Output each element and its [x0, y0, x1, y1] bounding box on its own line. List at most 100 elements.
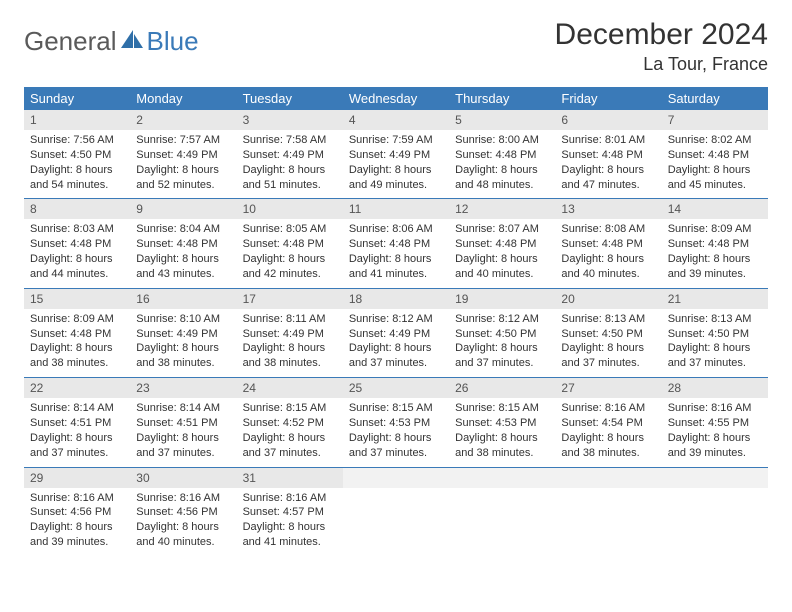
logo: General Blue	[24, 26, 199, 57]
daylight-line: Daylight: 8 hours and 37 minutes.	[668, 341, 762, 371]
sunrise-line: Sunrise: 8:15 AM	[455, 401, 549, 416]
day-details: Sunrise: 8:16 AMSunset: 4:56 PMDaylight:…	[24, 488, 130, 556]
daylight-line: Daylight: 8 hours and 38 minutes.	[136, 341, 230, 371]
day-details: Sunrise: 8:05 AMSunset: 4:48 PMDaylight:…	[237, 219, 343, 287]
sunset-line: Sunset: 4:48 PM	[30, 237, 124, 252]
day-number: 5	[449, 110, 555, 130]
calendar-day-cell: 12Sunrise: 8:07 AMSunset: 4:48 PMDayligh…	[449, 199, 555, 288]
sunset-line: Sunset: 4:49 PM	[349, 148, 443, 163]
daylight-line: Daylight: 8 hours and 54 minutes.	[30, 163, 124, 193]
calendar-day-cell	[343, 467, 449, 556]
sunset-line: Sunset: 4:48 PM	[668, 148, 762, 163]
sunrise-line: Sunrise: 8:16 AM	[243, 491, 337, 506]
calendar-day-cell: 14Sunrise: 8:09 AMSunset: 4:48 PMDayligh…	[662, 199, 768, 288]
weekday-header: Wednesday	[343, 87, 449, 110]
day-number: 29	[24, 468, 130, 488]
sunrise-line: Sunrise: 8:04 AM	[136, 222, 230, 237]
sunset-line: Sunset: 4:48 PM	[668, 237, 762, 252]
calendar-day-cell: 28Sunrise: 8:16 AMSunset: 4:55 PMDayligh…	[662, 378, 768, 467]
day-number: 22	[24, 378, 130, 398]
day-number-empty	[343, 468, 449, 488]
sunset-line: Sunset: 4:53 PM	[455, 416, 549, 431]
calendar-day-cell: 8Sunrise: 8:03 AMSunset: 4:48 PMDaylight…	[24, 199, 130, 288]
day-number: 17	[237, 289, 343, 309]
sunrise-line: Sunrise: 8:02 AM	[668, 133, 762, 148]
day-number: 31	[237, 468, 343, 488]
calendar-day-cell: 19Sunrise: 8:12 AMSunset: 4:50 PMDayligh…	[449, 288, 555, 377]
day-details: Sunrise: 7:56 AMSunset: 4:50 PMDaylight:…	[24, 130, 130, 198]
location-text: La Tour, France	[555, 54, 768, 75]
sunrise-line: Sunrise: 8:00 AM	[455, 133, 549, 148]
day-details: Sunrise: 8:14 AMSunset: 4:51 PMDaylight:…	[130, 398, 236, 466]
day-number: 18	[343, 289, 449, 309]
sunrise-line: Sunrise: 8:14 AM	[136, 401, 230, 416]
sunrise-line: Sunrise: 8:16 AM	[136, 491, 230, 506]
calendar-day-cell: 7Sunrise: 8:02 AMSunset: 4:48 PMDaylight…	[662, 110, 768, 199]
day-details: Sunrise: 8:06 AMSunset: 4:48 PMDaylight:…	[343, 219, 449, 287]
daylight-line: Daylight: 8 hours and 38 minutes.	[561, 431, 655, 461]
daylight-line: Daylight: 8 hours and 39 minutes.	[30, 520, 124, 550]
sunrise-line: Sunrise: 8:12 AM	[455, 312, 549, 327]
sunrise-line: Sunrise: 8:06 AM	[349, 222, 443, 237]
sunrise-line: Sunrise: 8:01 AM	[561, 133, 655, 148]
daylight-line: Daylight: 8 hours and 38 minutes.	[243, 341, 337, 371]
sunrise-line: Sunrise: 7:57 AM	[136, 133, 230, 148]
calendar-day-cell: 16Sunrise: 8:10 AMSunset: 4:49 PMDayligh…	[130, 288, 236, 377]
day-number: 13	[555, 199, 661, 219]
sunset-line: Sunset: 4:50 PM	[455, 327, 549, 342]
calendar-day-cell: 26Sunrise: 8:15 AMSunset: 4:53 PMDayligh…	[449, 378, 555, 467]
day-number: 6	[555, 110, 661, 130]
logo-text-1: General	[24, 26, 117, 57]
day-details: Sunrise: 8:13 AMSunset: 4:50 PMDaylight:…	[662, 309, 768, 377]
sunset-line: Sunset: 4:48 PM	[561, 237, 655, 252]
calendar-day-cell: 1Sunrise: 7:56 AMSunset: 4:50 PMDaylight…	[24, 110, 130, 199]
sunset-line: Sunset: 4:54 PM	[561, 416, 655, 431]
day-details: Sunrise: 8:09 AMSunset: 4:48 PMDaylight:…	[24, 309, 130, 377]
day-details: Sunrise: 8:12 AMSunset: 4:50 PMDaylight:…	[449, 309, 555, 377]
sunset-line: Sunset: 4:49 PM	[136, 148, 230, 163]
day-details: Sunrise: 8:16 AMSunset: 4:55 PMDaylight:…	[662, 398, 768, 466]
day-number: 15	[24, 289, 130, 309]
daylight-line: Daylight: 8 hours and 37 minutes.	[243, 431, 337, 461]
daylight-line: Daylight: 8 hours and 41 minutes.	[243, 520, 337, 550]
sunset-line: Sunset: 4:48 PM	[136, 237, 230, 252]
calendar-day-cell: 10Sunrise: 8:05 AMSunset: 4:48 PMDayligh…	[237, 199, 343, 288]
sunrise-line: Sunrise: 8:10 AM	[136, 312, 230, 327]
header: General Blue December 2024 La Tour, Fran…	[24, 18, 768, 75]
calendar-day-cell: 30Sunrise: 8:16 AMSunset: 4:56 PMDayligh…	[130, 467, 236, 556]
day-number-empty	[449, 468, 555, 488]
daylight-line: Daylight: 8 hours and 45 minutes.	[668, 163, 762, 193]
day-number: 10	[237, 199, 343, 219]
day-number: 23	[130, 378, 236, 398]
calendar-day-cell: 3Sunrise: 7:58 AMSunset: 4:49 PMDaylight…	[237, 110, 343, 199]
daylight-line: Daylight: 8 hours and 49 minutes.	[349, 163, 443, 193]
sunset-line: Sunset: 4:49 PM	[349, 327, 443, 342]
calendar-day-cell: 18Sunrise: 8:12 AMSunset: 4:49 PMDayligh…	[343, 288, 449, 377]
sunrise-line: Sunrise: 7:59 AM	[349, 133, 443, 148]
sunrise-line: Sunrise: 8:08 AM	[561, 222, 655, 237]
daylight-line: Daylight: 8 hours and 40 minutes.	[561, 252, 655, 282]
sunset-line: Sunset: 4:49 PM	[243, 327, 337, 342]
sunset-line: Sunset: 4:49 PM	[243, 148, 337, 163]
sunset-line: Sunset: 4:51 PM	[136, 416, 230, 431]
day-details: Sunrise: 8:10 AMSunset: 4:49 PMDaylight:…	[130, 309, 236, 377]
weekday-header: Tuesday	[237, 87, 343, 110]
calendar-day-cell: 23Sunrise: 8:14 AMSunset: 4:51 PMDayligh…	[130, 378, 236, 467]
sunrise-line: Sunrise: 8:09 AM	[668, 222, 762, 237]
day-details: Sunrise: 7:59 AMSunset: 4:49 PMDaylight:…	[343, 130, 449, 198]
sunset-line: Sunset: 4:55 PM	[668, 416, 762, 431]
day-details: Sunrise: 8:03 AMSunset: 4:48 PMDaylight:…	[24, 219, 130, 287]
sunset-line: Sunset: 4:56 PM	[30, 505, 124, 520]
daylight-line: Daylight: 8 hours and 52 minutes.	[136, 163, 230, 193]
calendar-day-cell: 15Sunrise: 8:09 AMSunset: 4:48 PMDayligh…	[24, 288, 130, 377]
day-number-empty	[555, 468, 661, 488]
day-details: Sunrise: 8:08 AMSunset: 4:48 PMDaylight:…	[555, 219, 661, 287]
day-details: Sunrise: 8:02 AMSunset: 4:48 PMDaylight:…	[662, 130, 768, 198]
day-number: 8	[24, 199, 130, 219]
sunrise-line: Sunrise: 8:15 AM	[243, 401, 337, 416]
daylight-line: Daylight: 8 hours and 40 minutes.	[136, 520, 230, 550]
day-details: Sunrise: 8:13 AMSunset: 4:50 PMDaylight:…	[555, 309, 661, 377]
calendar-day-cell: 13Sunrise: 8:08 AMSunset: 4:48 PMDayligh…	[555, 199, 661, 288]
logo-text-2: Blue	[147, 26, 199, 57]
daylight-line: Daylight: 8 hours and 40 minutes.	[455, 252, 549, 282]
